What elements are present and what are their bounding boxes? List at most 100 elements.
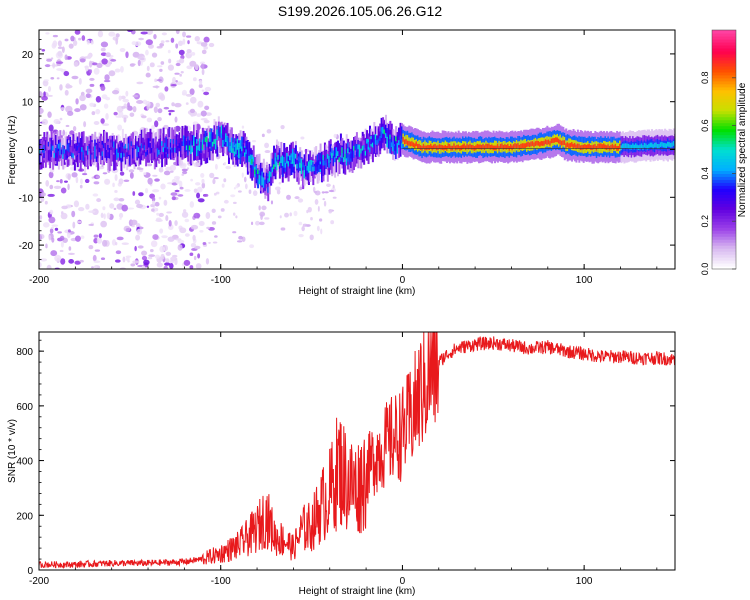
spectrogram-ridge-cell [463, 143, 466, 149]
spectrogram-ridge-cell [422, 143, 425, 149]
spectrogram-ridge-cell [153, 147, 156, 153]
spectrogram-noise-cell [96, 198, 102, 203]
spectrogram-ridge-cell [259, 175, 262, 186]
spectrogram-ridge-cell [462, 144, 465, 150]
spectrogram-noise-cell [79, 184, 83, 189]
spectrogram-ridge-cell [236, 150, 239, 155]
spectrogram-ridge-cell [79, 155, 82, 160]
spectrogram-noise-cell [95, 108, 101, 115]
spectrogram-noise-cell [179, 73, 182, 77]
spectrogram-noise-cell [211, 221, 217, 225]
spectrogram-ridge-cell [524, 143, 527, 149]
spectrogram-ridge-cell [197, 124, 200, 156]
spectrogram-noise-cell [174, 189, 180, 192]
colorbar-step [712, 116, 736, 121]
spectrogram-ridge-cell [646, 139, 649, 150]
spectrogram-ridge-cell [434, 143, 437, 149]
spectrogram-noise-cell [213, 177, 219, 180]
spectrogram-noise-cell [175, 238, 182, 241]
spectrogram-noise-cell [127, 105, 133, 111]
spectrogram-ridge-cell [348, 147, 351, 153]
spectrogram-ridge-cell [341, 148, 344, 154]
spectrogram-noise-cell [241, 172, 244, 178]
colorbar-frame [711, 29, 737, 270]
spectrogram-noise-cell [78, 206, 85, 212]
spectrogram-noise-cell [186, 65, 193, 70]
spectrogram-noise-cell [132, 94, 139, 98]
spectrogram-noise-cell [137, 245, 144, 249]
spectrogram-ridge-cell [63, 148, 66, 160]
spectrogram-ridge-cell [371, 134, 374, 146]
spectrogram-ridge-cell [303, 167, 306, 179]
spectrogram-noise-cell [143, 172, 147, 176]
spectrogram-ridge-cell [432, 144, 435, 150]
spectrogram-noise-cell [92, 193, 99, 197]
spectrogram-noise-cell [232, 231, 237, 234]
spectrogram-ridge-cell [44, 142, 47, 148]
spectrogram-ridge-cell [177, 139, 180, 145]
spectrogram-ridge-cell [360, 148, 363, 154]
spectrogram-noise-cell [280, 227, 286, 231]
spectrogram-ridge-cell [54, 150, 57, 162]
spectrogram-ridge-cell [329, 155, 332, 161]
spectrogram-ridge-cell [619, 143, 622, 149]
spectrogram-noise-cell [67, 183, 70, 191]
spectrogram-ridge-cell [389, 134, 392, 140]
spectrogram-ridge-cell [57, 150, 60, 162]
spectrogram-ridge-cell [211, 141, 214, 147]
spectrogram-ridge-cell [278, 153, 281, 165]
colorbar-step [712, 158, 736, 163]
spectrogram-noise-cell [301, 226, 305, 232]
spectrogram-ridge-cell [659, 142, 662, 148]
spectrogram-ridge-cell [289, 155, 292, 161]
spectrogram-ridge-cell [255, 169, 258, 180]
spectrogram-ridge-cell [66, 144, 69, 155]
colorbar-step [712, 242, 736, 246]
spectrogram-ridge-cell [56, 144, 59, 149]
spectrogram-ridge-cell [357, 148, 360, 160]
colorbar-step [712, 185, 736, 189]
spectrogram-ridge-cell [92, 151, 95, 163]
spectrogram-ridge-cell [81, 147, 84, 152]
spectrogram-noise-cell [181, 173, 185, 176]
spectrogram-ridge-cell [150, 148, 153, 160]
spectrogram-ridge-cell [162, 147, 165, 152]
spectrogram-ridge-cell [671, 142, 674, 148]
spectrogram-noise-cell [152, 85, 160, 89]
spectrogram-noise-cell [177, 244, 183, 251]
spectrogram-noise-cell [297, 198, 304, 203]
spectrogram-ridge-cell [281, 157, 284, 163]
spectrogram-ridge-cell [502, 144, 505, 150]
spectrogram-noise-cell [136, 228, 143, 235]
spectrogram-ridge-cell [444, 144, 447, 150]
colorbar-step [712, 50, 736, 55]
spectrogram-noise-cell [313, 190, 317, 194]
spectrogram-ridge-cell [584, 144, 587, 149]
spectrogram-ridge-cell [241, 146, 244, 152]
spectrogram-ridge-cell [315, 162, 318, 168]
spectrogram-noise-cell [132, 260, 140, 264]
spectrogram-noise-cell [119, 171, 125, 176]
spectrogram-ridge-cell [102, 150, 105, 162]
spectrogram-ridge-cell [405, 139, 408, 144]
colorbar-step [712, 161, 736, 166]
spectrogram-noise-cell [175, 79, 178, 83]
spectrogram-noise-cell [118, 197, 125, 202]
spectrogram-ridge-cell [492, 145, 495, 151]
spectrogram-noise-cell [316, 225, 320, 232]
spectrogram-ridge-cell [441, 145, 444, 150]
spectrogram-ridge-cell [366, 138, 369, 144]
spectrogram-noise-cell [60, 241, 64, 248]
spectrogram-ridge-cell [541, 141, 544, 146]
spectrogram-ridge-cell [53, 153, 56, 158]
spectrogram-ridge-cell [495, 145, 498, 151]
spectrogram-ridge-cell [62, 154, 65, 159]
spectrogram-noise-cell [119, 48, 126, 53]
spectrogram-ridge-cell [483, 145, 486, 151]
spectrogram-noise-cell [87, 53, 92, 59]
spectrogram-noise-cell [121, 242, 129, 246]
spectrogram-ridge-cell [158, 149, 161, 155]
spectrogram-noise-cell [47, 193, 55, 197]
spectrogram-ridge-cell [139, 134, 142, 154]
colorbar-step [712, 98, 736, 103]
